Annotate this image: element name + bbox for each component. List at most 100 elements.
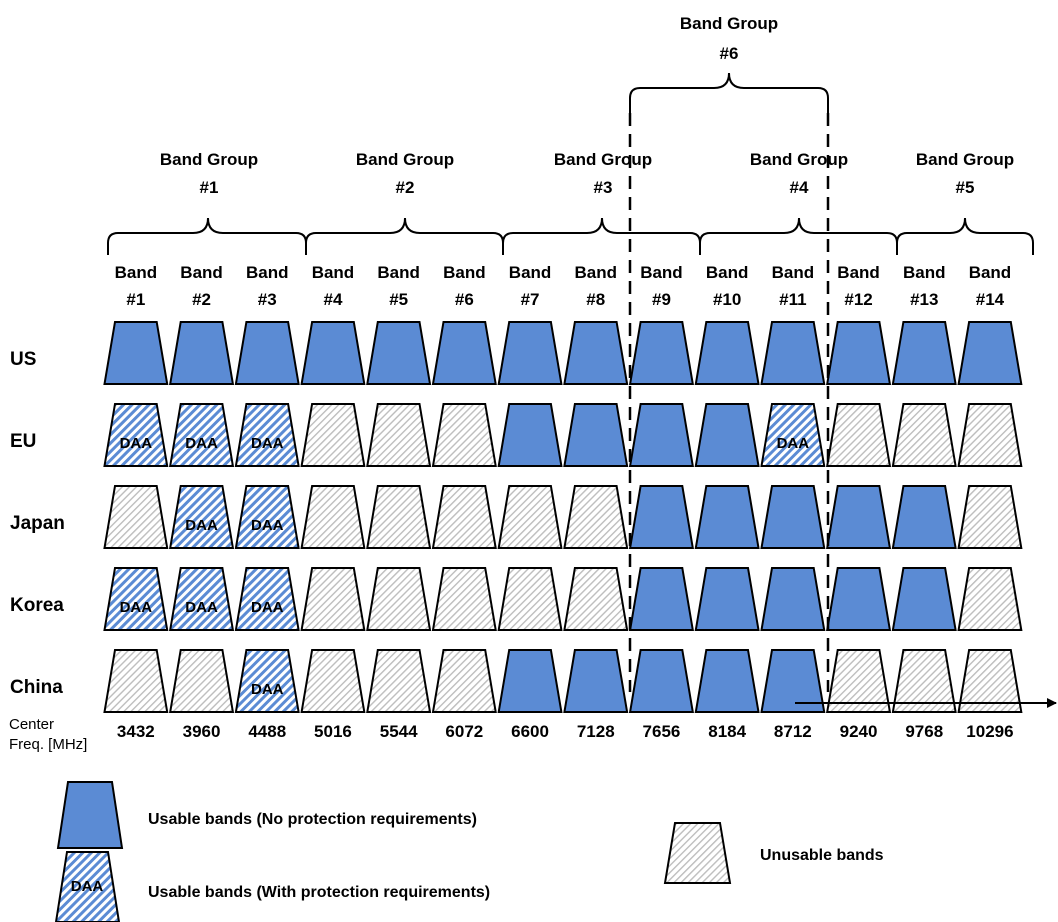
band-header-11-number: #11	[779, 290, 806, 309]
band-header-13-label: Band	[903, 263, 946, 282]
legend-daa-swatch	[54, 851, 121, 922]
band-cell-4-unusable	[300, 403, 366, 467]
band-group-5-brace	[896, 217, 1034, 255]
band-cell-11-usable	[760, 567, 826, 631]
band-group-4-number: #4	[790, 178, 809, 197]
band-cell-4-unusable	[300, 567, 366, 631]
band-cell-9-usable	[628, 403, 694, 467]
daa-label: DAA	[185, 435, 218, 452]
band-cell-6-unusable	[431, 567, 497, 631]
band-cell-6-unusable	[431, 485, 497, 549]
band-cell-1-usable	[103, 321, 169, 385]
frequency-labels: 3432 3960 4488 5016 5544 6072 6600 7128 7656 8184…	[117, 722, 1014, 741]
band-cell-7-usable	[497, 403, 563, 467]
band-header-5-number: #5	[389, 290, 408, 309]
band-group-1-brace	[107, 217, 307, 255]
band-cell-13-unusable	[891, 403, 957, 467]
legend-unusable-swatch	[663, 822, 732, 884]
band-cell-3-daa	[234, 485, 300, 549]
band-cell-12-unusable	[826, 403, 892, 467]
band-group-3-label: Band Group	[554, 150, 652, 169]
freq-axis-label-line2: Freq. [MHz]	[9, 736, 87, 753]
band-group-1-label: Band Group	[160, 150, 258, 169]
region-label: China	[10, 677, 63, 698]
band-cell-3-daa	[234, 567, 300, 631]
band-cell-3-daa	[234, 403, 300, 467]
band-header-5-label: Band	[377, 263, 420, 282]
band-cell-2-usable	[169, 321, 235, 385]
band-group-5-label: Band Group	[916, 150, 1014, 169]
band-cell-6-usable	[431, 321, 497, 385]
band-cell-10-usable	[694, 403, 760, 467]
daa-label: DAA	[251, 599, 284, 616]
band-group-4-label: Band Group	[750, 150, 848, 169]
band-headers: Band #1 Band #2 Band #3 Band #4 Band #5 Band #6 Band…	[115, 263, 1012, 309]
center-freq-band-14: 10296	[966, 722, 1013, 741]
center-freq-band-9: 7656	[643, 722, 681, 741]
band-cell-12-usable	[826, 567, 892, 631]
band-group-1-number: #1	[200, 178, 219, 197]
band-header-8-label: Band	[575, 263, 618, 282]
band-group-6-brace	[629, 72, 829, 113]
band-cell-2-daa	[169, 403, 235, 467]
band-header-7-number: #7	[521, 290, 540, 309]
band-group-3-number: #3	[594, 178, 613, 197]
band-cell-8-usable	[563, 403, 629, 467]
daa-label: DAA	[185, 599, 218, 616]
band-cell-1-unusable	[103, 649, 169, 713]
band-cell-7-usable	[497, 321, 563, 385]
band-cell-14-unusable	[957, 403, 1023, 467]
band-group-4-brace	[699, 217, 898, 255]
band-cell-11-usable	[760, 649, 826, 713]
band-cell-4-unusable	[300, 649, 366, 713]
band-group-6-label: Band Group	[680, 14, 778, 33]
band-header-8-number: #8	[586, 290, 605, 309]
region-row-china: China DAA	[10, 649, 1023, 713]
band-cell-13-usable	[891, 567, 957, 631]
band-cell-3-daa	[234, 649, 300, 713]
band-cell-9-usable	[628, 649, 694, 713]
daa-label: DAA	[251, 435, 284, 452]
legend-daa-label: Usable bands (With protection requiremen…	[148, 884, 490, 901]
band-header-11-label: Band	[772, 263, 815, 282]
band-cell-11-usable	[760, 321, 826, 385]
band-cell-7-unusable	[497, 485, 563, 549]
band-cell-1-unusable	[103, 485, 169, 549]
band-group-2-number: #2	[396, 178, 415, 197]
band-cell-7-usable	[497, 649, 563, 713]
band-cell-8-unusable	[563, 567, 629, 631]
region-row-korea: Korea DAA DAA DAA	[10, 567, 1023, 631]
band-cell-6-unusable	[431, 403, 497, 467]
daa-label: DAA	[251, 681, 284, 698]
band-cell-12-unusable	[826, 649, 892, 713]
band-cell-13-usable	[891, 321, 957, 385]
region-label: EU	[10, 431, 36, 452]
band-header-2-label: Band	[180, 263, 223, 282]
band-cell-5-unusable	[366, 567, 432, 631]
band-header-13-number: #13	[910, 290, 938, 309]
band-header-6-label: Band	[443, 263, 486, 282]
region-label: Japan	[10, 513, 65, 534]
region-row-japan: Japan DAA DAA	[10, 485, 1023, 549]
band-cell-14-unusable	[957, 485, 1023, 549]
region-row-eu: EU DAA DAA DAA DAA	[10, 403, 1023, 467]
band-header-9-label: Band	[640, 263, 683, 282]
band-header-4-label: Band	[312, 263, 355, 282]
band-header-7-label: Band	[509, 263, 552, 282]
band-cell-13-unusable	[891, 649, 957, 713]
band-header-6-number: #6	[455, 290, 474, 309]
band-cell-14-usable	[957, 321, 1023, 385]
band-cell-7-unusable	[497, 567, 563, 631]
freq-axis-label-line1: Center	[9, 716, 54, 733]
band-cell-9-usable	[628, 567, 694, 631]
band-group-2-brace	[305, 217, 504, 255]
daa-label: DAA	[251, 517, 284, 534]
legend-unusable-label: Unusable bands	[760, 847, 884, 864]
band-header-3-label: Band	[246, 263, 289, 282]
center-freq-band-12: 9240	[840, 722, 878, 741]
band-cell-1-daa	[103, 403, 169, 467]
center-freq-band-3: 4488	[248, 722, 286, 741]
band-header-14-label: Band	[969, 263, 1012, 282]
band-header-12-number: #12	[844, 290, 872, 309]
band-cell-2-daa	[169, 567, 235, 631]
